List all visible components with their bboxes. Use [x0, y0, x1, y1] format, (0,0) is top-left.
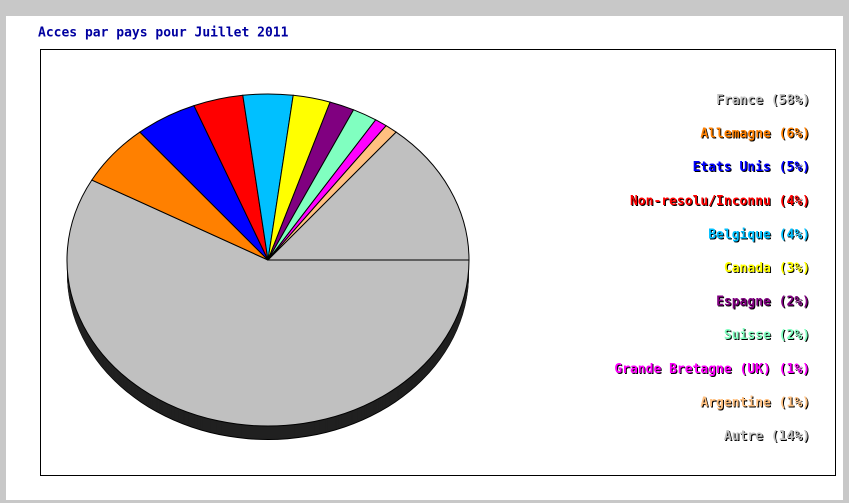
legend-name: Etats Unis: [694, 161, 772, 176]
legend-entry: Canada (3%)Canada (3%): [724, 261, 811, 277]
legend-name: Allemagne: [700, 126, 771, 141]
legend-label: Non-resolu/Inconnu (4%): [631, 194, 811, 209]
legend-entry: Non-resolu/Inconnu (4%)Non-resolu/Inconn…: [630, 193, 811, 209]
chart-title: Acces par pays pour Juillet 2011: [38, 26, 289, 41]
legend-name: Allemagne: [701, 127, 772, 142]
legend-name: Etats Unis: [693, 160, 771, 175]
legend-value: (1%): [779, 361, 810, 376]
legend-name: Argentine: [701, 396, 772, 411]
legend-label: Espagne (2%): [716, 294, 810, 309]
legend-label: Canada (3%): [725, 262, 811, 277]
legend-label: France (58%): [717, 94, 811, 109]
legend-entry: Suisse (2%)Suisse (2%): [724, 328, 811, 344]
legend-entry: Grande Bretagne (UK) (1%)Grande Bretagne…: [614, 361, 811, 377]
legend-label: Espagne (2%): [717, 295, 811, 310]
legend-value: (4%): [780, 228, 811, 243]
legend-name: Espagne: [717, 295, 772, 310]
legend-label: Autre (14%): [724, 429, 810, 444]
legend-value: (2%): [780, 295, 811, 310]
legend-value: (2%): [779, 328, 810, 343]
legend-label: Etats Unis (5%): [694, 161, 811, 176]
legend-name: Canada: [725, 262, 772, 277]
legend-value: (4%): [780, 194, 811, 209]
legend-value: (6%): [779, 126, 810, 141]
legend-label: Belgique (4%): [708, 227, 810, 242]
legend-value: (14%): [772, 430, 811, 445]
legend-value: (3%): [779, 261, 810, 276]
legend-name: Suisse: [724, 328, 771, 343]
pie-slice: [66, 179, 470, 427]
legend-label: Grande Bretagne (UK) (1%): [615, 362, 811, 377]
legend-name: Autre: [724, 429, 763, 444]
legend-label: Argentine (1%): [701, 396, 811, 411]
legend-value: (2%): [779, 294, 810, 309]
legend-name: Belgique: [708, 227, 771, 242]
legend-name: France: [716, 93, 763, 108]
legend-value: (58%): [772, 94, 811, 109]
legend-value: (4%): [779, 227, 810, 242]
legend-value: (1%): [779, 395, 810, 410]
legend-entry: Etats Unis (5%)Etats Unis (5%): [693, 160, 811, 176]
legend-label: Autre (14%): [725, 430, 811, 445]
legend-label: Grande Bretagne (UK) (1%): [614, 361, 810, 376]
legend-entry: Belgique (4%)Belgique (4%): [708, 227, 811, 243]
legend-name: Grande Bretagne (UK): [614, 361, 771, 376]
legend-value: (6%): [780, 127, 811, 142]
legend-name: Suisse: [725, 329, 772, 344]
legend-value: (1%): [780, 396, 811, 411]
legend-value: (2%): [780, 329, 811, 344]
legend-name: Belgique: [709, 228, 772, 243]
legend-name: Grande Bretagne (UK): [615, 362, 772, 377]
legend-entry: Autre (14%)Autre (14%): [724, 429, 811, 445]
legend-name: Non-resolu/Inconnu: [630, 193, 771, 208]
legend-value: (3%): [780, 262, 811, 277]
legend-value: (5%): [779, 160, 810, 175]
legend-label: Argentine (1%): [700, 395, 810, 410]
legend-name: Espagne: [716, 294, 771, 309]
legend-label: Canada (3%): [724, 261, 810, 276]
legend-value: (4%): [779, 193, 810, 208]
legend-label: Etats Unis (5%): [693, 160, 810, 175]
legend-name: Canada: [724, 261, 771, 276]
legend-value: (58%): [771, 93, 810, 108]
legend-value: (5%): [780, 161, 811, 176]
legend-label: France (58%): [716, 93, 810, 108]
legend-name: Non-resolu/Inconnu: [631, 194, 772, 209]
legend-label: Suisse (2%): [725, 329, 811, 344]
legend-entry: Allemagne (6%)Allemagne (6%): [700, 126, 811, 142]
legend-name: Argentine: [700, 395, 771, 410]
legend-label: Belgique (4%): [709, 228, 811, 243]
legend-label: Allemagne (6%): [700, 126, 810, 141]
legend-entry: France (58%)France (58%): [716, 93, 811, 109]
legend-entry: Argentine (1%)Argentine (1%): [700, 395, 811, 411]
legend-value: (1%): [780, 362, 811, 377]
legend-value: (14%): [771, 429, 810, 444]
legend-entry: Espagne (2%)Espagne (2%): [716, 294, 811, 310]
legend-label: Allemagne (6%): [701, 127, 811, 142]
legend-label: Suisse (2%): [724, 328, 810, 343]
pie-slice: [266, 131, 470, 261]
legend-name: Autre: [725, 430, 764, 445]
legend-name: France: [717, 94, 764, 109]
legend-label: Non-resolu/Inconnu (4%): [630, 193, 810, 208]
